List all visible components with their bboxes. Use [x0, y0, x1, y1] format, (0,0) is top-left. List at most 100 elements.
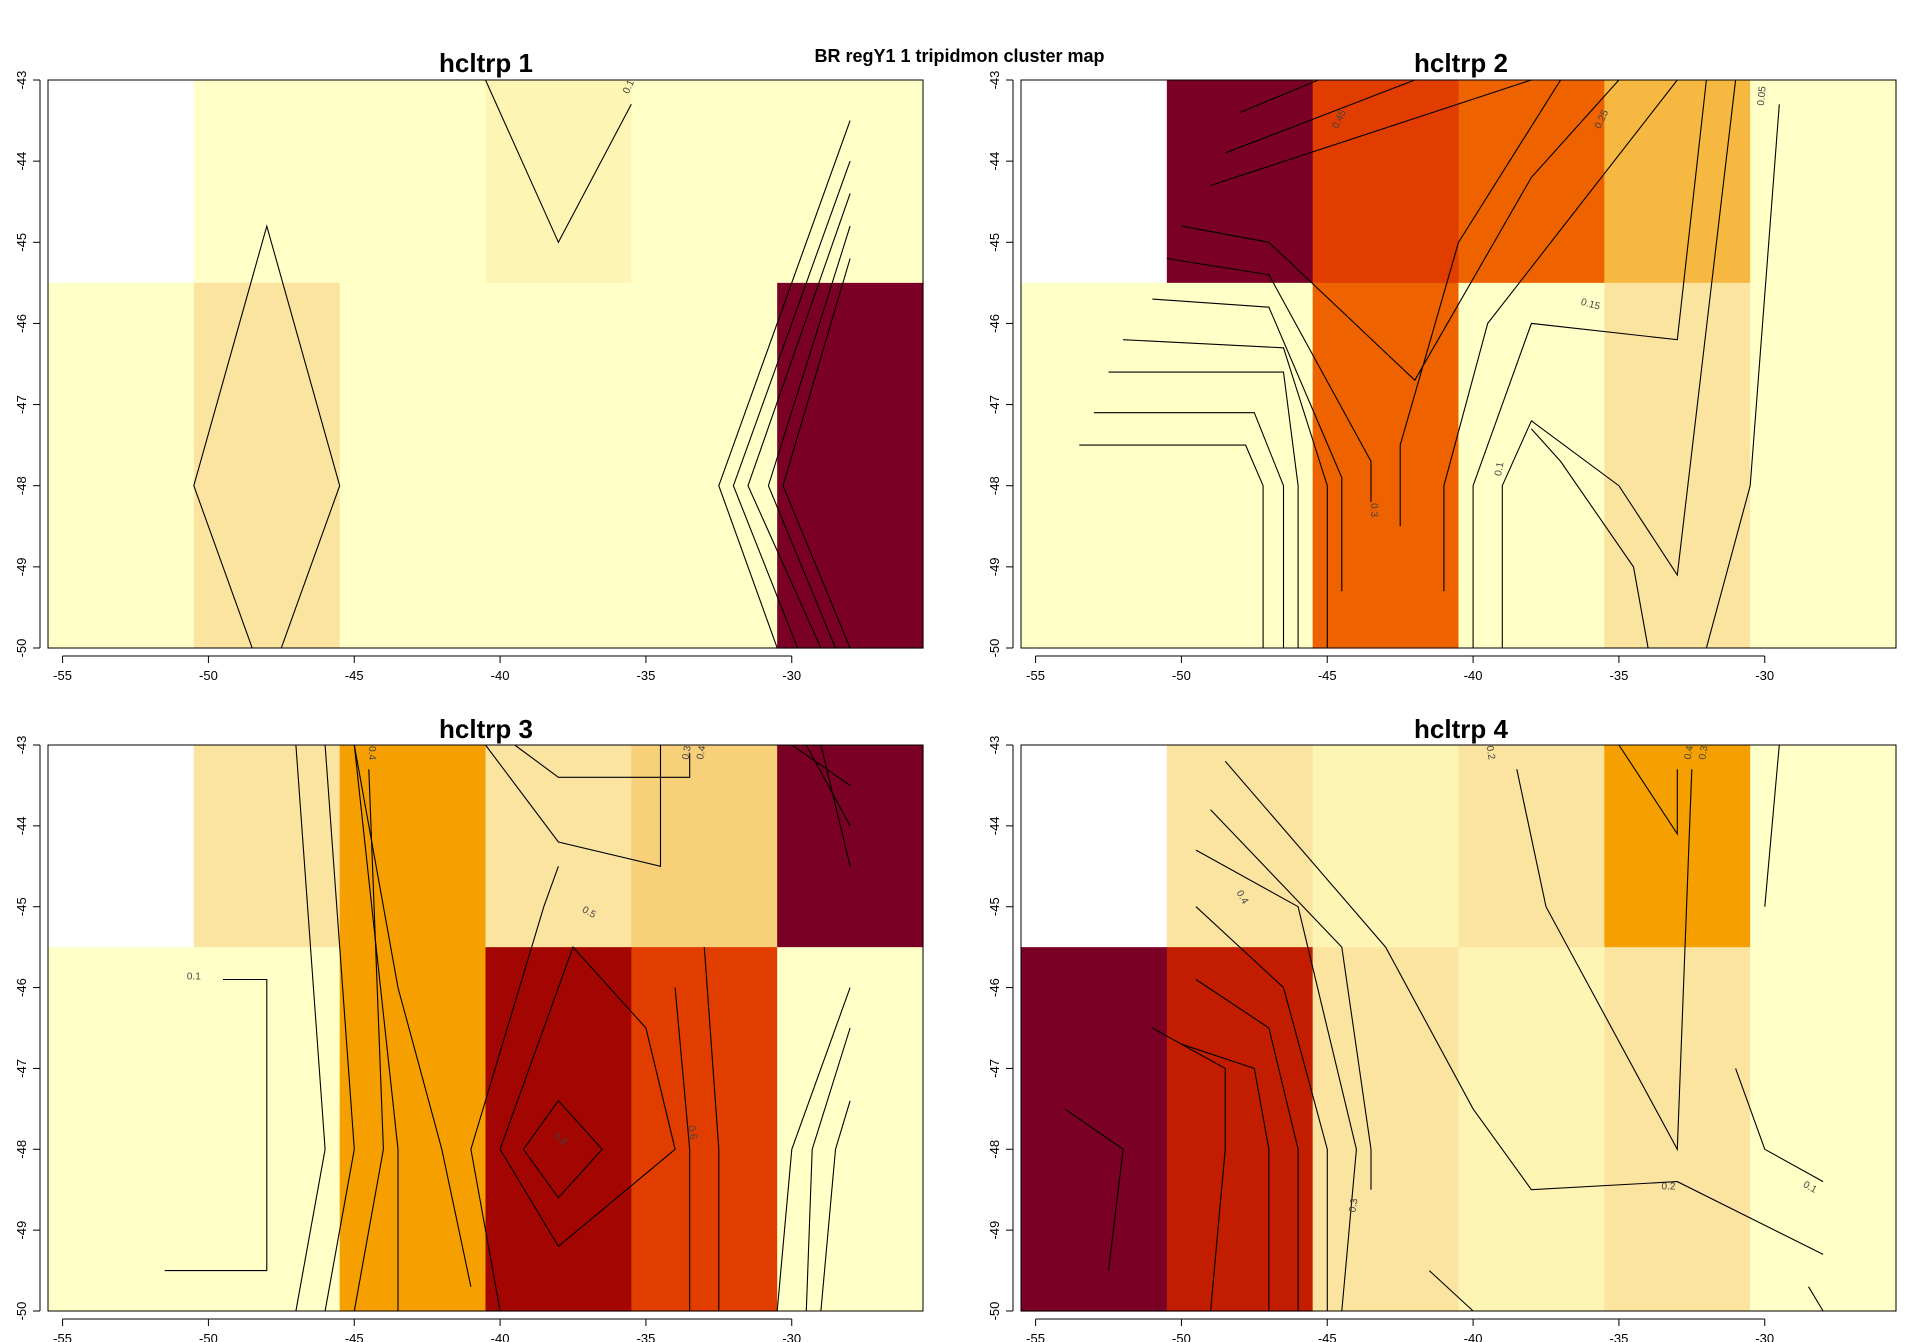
contour-line	[674, 987, 691, 1311]
heat-cell-bottom-1	[193, 282, 341, 649]
panel-title-4: hcltrp 4	[1414, 714, 1508, 744]
y-tick-label: -44	[987, 152, 1002, 171]
heat-cell-top-1	[193, 745, 341, 948]
contour-line	[1472, 79, 1707, 648]
contour-line	[1181, 1043, 1270, 1311]
heat-cell-bottom-0	[48, 282, 195, 649]
panel-title-2: hcltrp 2	[1414, 48, 1508, 78]
contour-label: 0.3	[1368, 503, 1379, 517]
contour-label: 0.4	[1683, 744, 1696, 760]
y-tick-label: -49	[987, 557, 1002, 576]
contour-line	[782, 258, 851, 649]
x-tick-label: -40	[491, 668, 510, 683]
contour-line	[1501, 79, 1737, 648]
contour-line	[820, 1100, 851, 1312]
contour-label: 0.4	[695, 744, 708, 760]
x-tick-label: -35	[1610, 668, 1629, 683]
y-tick-label: -47	[14, 1059, 29, 1078]
heat-cell-bottom-4	[1604, 282, 1751, 649]
contour-label: 0.1	[187, 971, 201, 982]
y-tick-label: -50	[14, 639, 29, 658]
y-tick-label: -47	[987, 1059, 1002, 1078]
contour-line	[1735, 1068, 1824, 1183]
contour-line	[1210, 809, 1372, 1190]
y-tick-label: -43	[987, 736, 1002, 755]
y-tick-label: -44	[14, 816, 29, 835]
contour-line	[1428, 1270, 1474, 1312]
contour-label: 0.05	[1756, 85, 1769, 106]
contour-line	[1123, 339, 1328, 648]
y-tick-label: -47	[987, 395, 1002, 414]
heat-cell-bottom-0	[48, 947, 195, 1312]
y-tick-label: -50	[987, 639, 1002, 658]
contour-line	[1195, 979, 1299, 1311]
contour-line	[485, 744, 662, 867]
contour-line	[1195, 906, 1328, 1311]
heat-cell-top-3	[1458, 80, 1605, 284]
x-tick-label: -55	[1026, 668, 1045, 683]
contour-line	[1181, 79, 1620, 382]
plot-frame	[1020, 744, 1897, 1312]
heat-cell-bottom-5	[777, 947, 924, 1312]
contour-line	[295, 744, 326, 1312]
heat-cell-top-2	[1312, 745, 1460, 948]
contour-line	[776, 987, 851, 1312]
contour-label: 0.3	[1697, 744, 1710, 760]
heat-cell-bottom-5	[1750, 282, 1897, 649]
contour-line	[1224, 760, 1824, 1255]
x-tick-label: -30	[1755, 1331, 1774, 1342]
heat-cell-top-1	[193, 80, 341, 284]
contour-line	[805, 744, 851, 827]
contour-line	[1093, 412, 1285, 648]
contour-line	[1225, 79, 1415, 154]
x-tick-label: -35	[637, 668, 656, 683]
x-tick-label: -50	[199, 668, 218, 683]
x-tick-label: -50	[199, 1331, 218, 1342]
contour-line	[1530, 428, 1649, 649]
contour-label: 0.1	[1493, 461, 1506, 477]
y-tick-label: -43	[987, 71, 1002, 90]
contour-line	[499, 946, 676, 1248]
heat-cell-top-2	[339, 745, 487, 948]
y-tick-label: -46	[987, 314, 1002, 333]
contour-line	[791, 744, 851, 786]
panel-hcltrp-2: 0.45 0.250.050.150.30.1-55 -50 -45 -40 -35 -30…	[987, 71, 1897, 683]
contour-line	[514, 744, 691, 778]
plot-frame	[47, 744, 924, 1312]
x-tick-label: -30	[1755, 668, 1774, 683]
heat-cell-top-4	[631, 745, 778, 948]
heat-cell-bottom-3	[1458, 947, 1605, 1312]
panel-title-1: hcltrp 1	[439, 48, 533, 78]
x-tick-label: -40	[1464, 1331, 1483, 1342]
heat-cell-top-2	[339, 80, 487, 284]
contour-line	[1108, 371, 1299, 648]
x-tick-label: -40	[1464, 668, 1483, 683]
y-tick-label: -50	[14, 1302, 29, 1321]
panel-hcltrp-1: 0.1 -55 -50 -45 -40 -35 -30 -43 -44 -45 -46 -47 -48 -…	[14, 71, 924, 683]
contour-line	[1808, 1286, 1824, 1312]
contour-line	[1443, 79, 1678, 592]
x-tick-label: -50	[1172, 1331, 1191, 1342]
contour-label: 0.2	[1484, 745, 1497, 761]
contour-line	[767, 225, 851, 649]
y-tick-label: -43	[14, 736, 29, 755]
y-tick-label: -48	[987, 1140, 1002, 1159]
y-tick-label: -44	[14, 152, 29, 171]
contour-line	[522, 1099, 603, 1199]
contour-label: 0.3	[681, 744, 694, 760]
x-tick-label: -50	[1172, 668, 1191, 683]
y-tick-label: -45	[14, 897, 29, 916]
contour-line	[1516, 769, 1693, 1152]
heat-cell-bottom-4	[631, 947, 778, 1312]
x-tick-label: -45	[345, 1331, 364, 1342]
heat-cell-top-4	[1604, 80, 1751, 284]
y-tick-label: -50	[987, 1302, 1002, 1321]
heat-cell-top-3	[485, 80, 632, 284]
contour-label: 0.6	[686, 1125, 699, 1141]
heat-cell-bottom-4	[631, 282, 778, 649]
y-tick-label: -44	[987, 816, 1002, 835]
contour-label: 0.15	[1580, 297, 1602, 313]
heat-cell-top-5	[1750, 80, 1897, 284]
contour-line	[353, 744, 472, 1287]
contour-line	[1764, 744, 1780, 907]
